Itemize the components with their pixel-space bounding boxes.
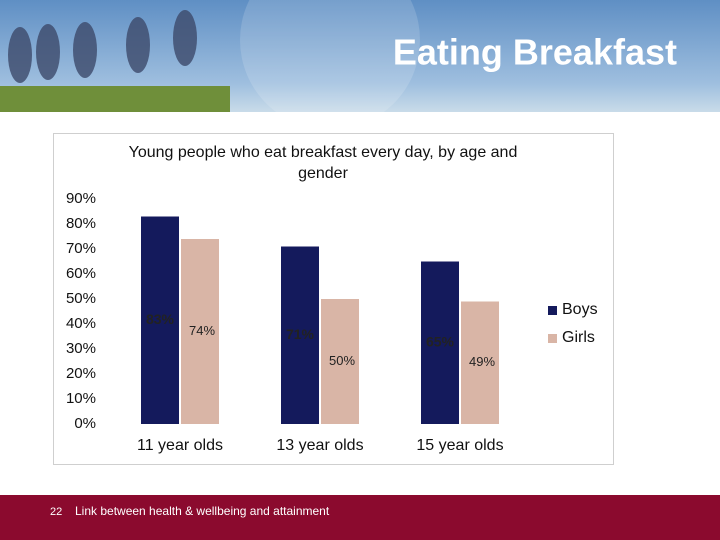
bar [281, 246, 319, 424]
value-label: 49% [469, 354, 495, 369]
value-label: 65% [426, 333, 455, 349]
x-tick-label: 15 year olds [416, 437, 503, 454]
value-label: 74% [189, 323, 215, 338]
y-tick-label: 30% [66, 340, 96, 357]
bar [461, 301, 499, 424]
legend-swatch [548, 334, 557, 343]
x-tick-label: 11 year olds [137, 437, 223, 454]
header-grass [0, 86, 230, 112]
y-tick-label: 0% [74, 415, 96, 432]
y-tick-label: 70% [66, 240, 96, 257]
y-tick-label: 10% [66, 390, 96, 407]
header-people [8, 10, 197, 83]
bar [141, 216, 179, 424]
y-tick-label: 90% [66, 190, 96, 207]
legend-label: Boys [562, 301, 598, 318]
plot: 0% 10% 20% 30% 40% 50% 60% 70% 80% 90% 11 year old… [66, 190, 598, 454]
y-tick-label: 80% [66, 215, 96, 232]
value-label: 71% [286, 326, 315, 342]
y-tick-label: 40% [66, 315, 96, 332]
footer-text: Link between health & wellbeing and atta… [75, 504, 330, 518]
footer-band [0, 495, 720, 540]
page-number: 22 [50, 506, 62, 518]
header-circle [240, 0, 420, 130]
chart-title: Young people who eat breakfast every day… [128, 144, 518, 182]
value-label: 50% [329, 353, 355, 368]
x-tick-label: 13 year olds [276, 437, 363, 454]
y-tick-label: 60% [66, 265, 96, 282]
legend-label: Girls [562, 329, 595, 346]
y-tick-label: 20% [66, 365, 96, 382]
value-label: 83% [146, 311, 175, 327]
bar [421, 261, 459, 424]
bar [181, 239, 219, 424]
legend-swatch [548, 306, 557, 315]
slide-title: Eating Breakfast [393, 32, 677, 73]
bar [321, 299, 359, 424]
y-tick-label: 50% [66, 290, 96, 307]
